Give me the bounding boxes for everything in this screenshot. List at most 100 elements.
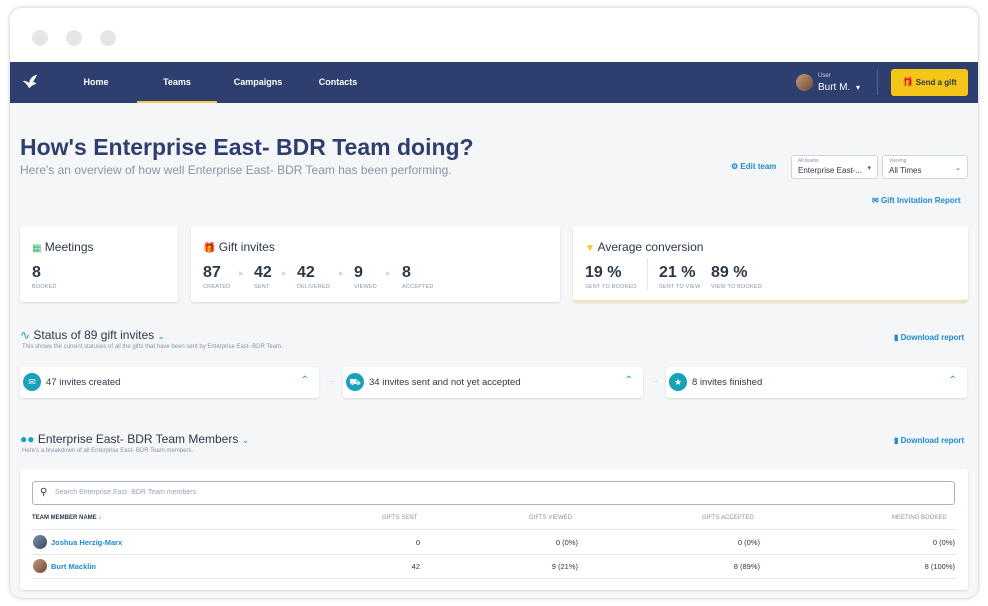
chevron-up-icon[interactable]: ⌃ <box>624 375 633 386</box>
row-meeting-booked: 0 (0%) <box>932 538 955 547</box>
truck-icon: ⛟ <box>346 373 364 391</box>
viewing-select-label: Viewing <box>889 158 907 164</box>
avatar <box>33 535 47 549</box>
nav-divider <box>877 70 878 95</box>
row-gifts-viewed: 9 (21%) <box>551 562 578 571</box>
nav-home[interactable]: Home <box>83 77 109 87</box>
status-section-subtitle: This shows the current statuses of all t… <box>22 344 283 350</box>
meetings-value: 8 <box>32 264 41 281</box>
status-sent-text: 34 invites sent and not yet accepted <box>369 377 521 388</box>
col-meeting-booked[interactable]: MEETING BOOKED <box>892 515 947 521</box>
nav-campaigns[interactable]: Campaigns <box>233 77 283 87</box>
chevron-down-icon: ⌄ <box>955 165 961 172</box>
gift-report-label: Gift Invitation Report <box>880 196 961 205</box>
members-title-text: Enterprise East- BDR Team Members <box>37 432 239 446</box>
members-download-report-link[interactable]: ▮ Download report <box>894 436 964 445</box>
gift-invites-title: 🎁 Gift invites <box>203 240 275 254</box>
window-dot-close[interactable] <box>32 30 48 46</box>
page-subtitle: Here's an overview of how well Enterpris… <box>20 163 452 177</box>
main-content: How's Enterprise East- BDR Team doing? H… <box>10 103 978 598</box>
table-row-member-name[interactable]: Burt Macklin <box>51 562 97 571</box>
gift-invites-card: 🎁 Gift invites 87 CREATED ▸ 42 SENT ▸ 42… <box>191 226 560 302</box>
stat-created-value: 87 <box>203 264 221 281</box>
average-conversion-card: ▼ Average conversion 19 % SENT TO BOOKED… <box>573 226 968 302</box>
page-title: How's Enterprise East- BDR Team doing? <box>20 134 474 160</box>
status-card-sent[interactable]: ⛟ 34 invites sent and not yet accepted ⌃ <box>343 367 643 398</box>
envelope-open-icon: ✉ <box>23 373 41 391</box>
gift-icon: 🎁 <box>203 243 216 254</box>
send-gift-label: Send a gift <box>915 78 957 87</box>
funnel-icon: ▼ <box>585 243 595 254</box>
user-label: User <box>818 73 831 79</box>
caret-down-icon: ▾ <box>867 165 871 172</box>
status-card-created[interactable]: ✉ 47 invites created ⌃ <box>20 367 319 398</box>
conv-sent-booked-label: SENT TO BOOKED <box>585 284 637 290</box>
table-row-member-name[interactable]: Joshua Herzig-Marx <box>51 538 123 547</box>
user-name[interactable]: Burt M. <box>818 82 851 93</box>
conv-sent-view-value: 21 % <box>659 264 696 281</box>
chevron-down-icon: ⌄ <box>241 435 250 445</box>
conv-sent-view-label: SENT TO VIEW <box>659 284 701 290</box>
status-created-text: 47 invites created <box>46 377 121 388</box>
chevron-up-icon[interactable]: ⌃ <box>948 375 957 386</box>
chevron-right-icon: ▸ <box>239 268 244 278</box>
stat-accepted-value: 8 <box>402 264 411 281</box>
chevron-down-icon[interactable]: ▾ <box>856 83 861 92</box>
row-divider <box>32 529 956 530</box>
avatar <box>33 559 47 573</box>
stat-viewed-label: VIEWED <box>354 284 377 290</box>
members-section-subtitle: Here's a breakdown of all Enterprise Eas… <box>22 448 194 454</box>
conv-view-booked-value: 89 % <box>711 264 748 281</box>
stat-sent-label: SENT <box>254 284 270 290</box>
gift-icon: 🎁 <box>902 77 914 87</box>
arrow-down-icon: ↓ <box>98 515 102 521</box>
top-navbar: Home Teams Campaigns Contacts User Burt … <box>10 62 978 103</box>
stat-delivered-value: 42 <box>297 264 315 281</box>
conversion-title: ▼ Average conversion <box>585 240 703 254</box>
status-download-report-link[interactable]: ▮ Download report <box>894 333 964 342</box>
chevron-up-icon[interactable]: ⌃ <box>300 375 309 386</box>
users-icon: ●● <box>20 432 35 446</box>
col-team-member-name[interactable]: TEAM MEMBER NAME ↓ <box>32 515 101 521</box>
gear-icon: ⚙ <box>731 162 739 171</box>
status-section-title[interactable]: ∿ Status of 89 gift invites ⌄ <box>20 328 165 342</box>
nav-contacts[interactable]: Contacts <box>318 77 358 87</box>
search-icon: ⚲ <box>40 487 48 498</box>
nav-teams[interactable]: Teams <box>137 62 217 103</box>
stat-viewed-value: 9 <box>354 264 363 281</box>
conversion-title-text: Average conversion <box>597 240 704 254</box>
status-download-label: Download report <box>900 333 965 342</box>
user-avatar[interactable] <box>796 74 813 91</box>
members-search-input[interactable]: ⚲ Search Enterprise East- BDR Team membe… <box>32 481 955 505</box>
row-gifts-sent: 0 <box>415 538 420 547</box>
gift-invites-title-text: Gift invites <box>218 240 275 254</box>
status-card-finished[interactable]: ★ 8 invites finished ⌃ <box>666 367 967 398</box>
bird-logo-icon[interactable] <box>21 73 39 91</box>
row-gifts-accepted: 8 (89%) <box>733 562 760 571</box>
col-gifts-accepted[interactable]: GIFTS ACCEPTED <box>702 515 754 521</box>
conv-sent-booked-value: 19 % <box>585 264 622 281</box>
team-select-label: All teams <box>798 158 819 164</box>
members-section-title[interactable]: ●● Enterprise East- BDR Team Members ⌄ <box>20 432 249 446</box>
meetings-card: ▦ Meetings 8 BOOKED <box>20 226 178 302</box>
chevron-right-icon: ▸ <box>339 268 344 278</box>
row-divider <box>32 554 956 555</box>
app-window: Home Teams Campaigns Contacts User Burt … <box>10 8 978 598</box>
team-select[interactable]: All teams Enterprise East-... ▾ <box>791 155 878 179</box>
stat-delivered-label: DELIVERED <box>297 284 330 290</box>
document-icon: ▮ <box>894 436 899 445</box>
viewing-select[interactable]: Viewing All Times ⌄ <box>882 155 968 179</box>
edit-team-link[interactable]: ⚙ Edit team <box>731 162 776 171</box>
meetings-title-text: Meetings <box>44 240 94 254</box>
gift-invitation-report-link[interactable]: ✉ Gift Invitation Report <box>872 196 961 205</box>
col-gifts-viewed[interactable]: GIFTS VIEWED <box>529 515 573 521</box>
stat-sent-value: 42 <box>254 264 272 281</box>
stat-divider <box>647 258 648 290</box>
chevron-down-icon: ⌄ <box>157 331 166 341</box>
col-gifts-sent[interactable]: GIFTS SENT <box>382 515 418 521</box>
send-gift-button[interactable]: 🎁 Send a gift <box>891 69 968 96</box>
window-dot-minimize[interactable] <box>66 30 82 46</box>
window-dot-maximize[interactable] <box>100 30 116 46</box>
col-name-label: TEAM MEMBER NAME <box>32 515 97 521</box>
window-titlebar <box>10 8 978 62</box>
